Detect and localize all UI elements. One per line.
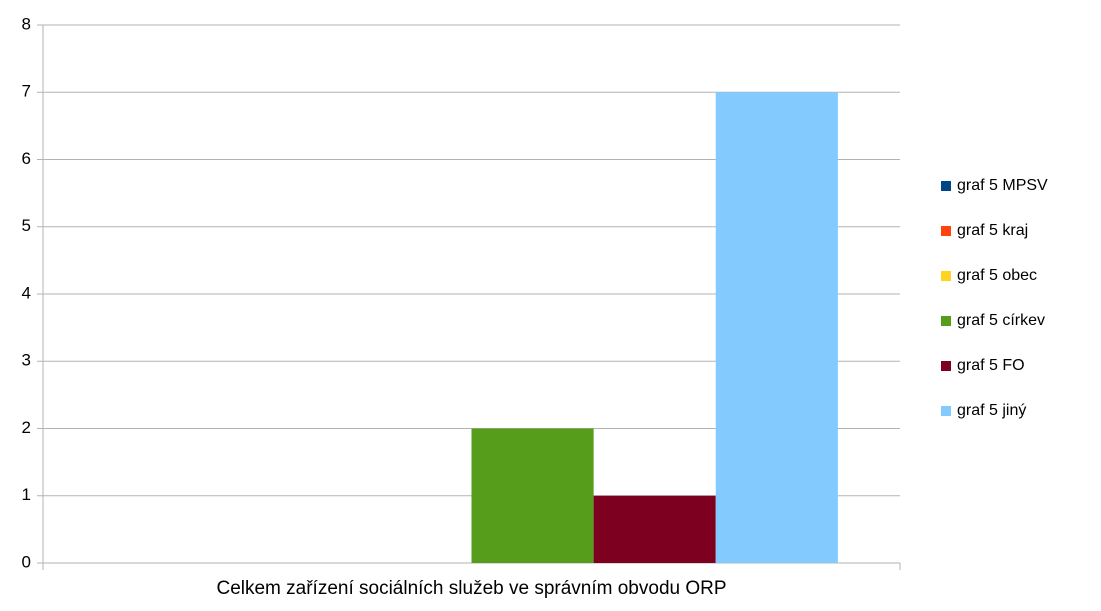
y-tick-label: 2 bbox=[22, 418, 31, 437]
y-tick-label: 1 bbox=[22, 485, 31, 504]
legend-swatch bbox=[941, 406, 951, 416]
bar bbox=[593, 495, 716, 563]
legend-swatch bbox=[941, 226, 951, 236]
bar bbox=[715, 92, 838, 563]
legend-swatch bbox=[941, 361, 951, 371]
legend-label: graf 5 MPSV bbox=[957, 177, 1048, 194]
x-tick-label: Celkem zařízení sociálních služeb ve spr… bbox=[216, 578, 726, 599]
legend-label: graf 5 obec bbox=[957, 267, 1037, 284]
y-tick-label: 0 bbox=[22, 552, 31, 571]
legend-label: graf 5 FO bbox=[957, 357, 1025, 374]
legend-swatch bbox=[941, 181, 951, 191]
y-tick-label: 4 bbox=[22, 283, 31, 302]
bar bbox=[471, 428, 594, 563]
y-tick-label: 7 bbox=[22, 82, 31, 101]
legend-label: graf 5 kraj bbox=[957, 222, 1028, 239]
y-tick-label: 5 bbox=[22, 216, 31, 235]
y-tick-label: 3 bbox=[22, 351, 31, 370]
legend-swatch bbox=[941, 271, 951, 281]
legend-swatch bbox=[941, 316, 951, 326]
y-tick-label: 8 bbox=[22, 14, 31, 33]
legend-label: graf 5 jiný bbox=[957, 402, 1026, 419]
y-tick-label: 6 bbox=[22, 149, 31, 168]
legend-label: graf 5 církev bbox=[957, 312, 1045, 329]
